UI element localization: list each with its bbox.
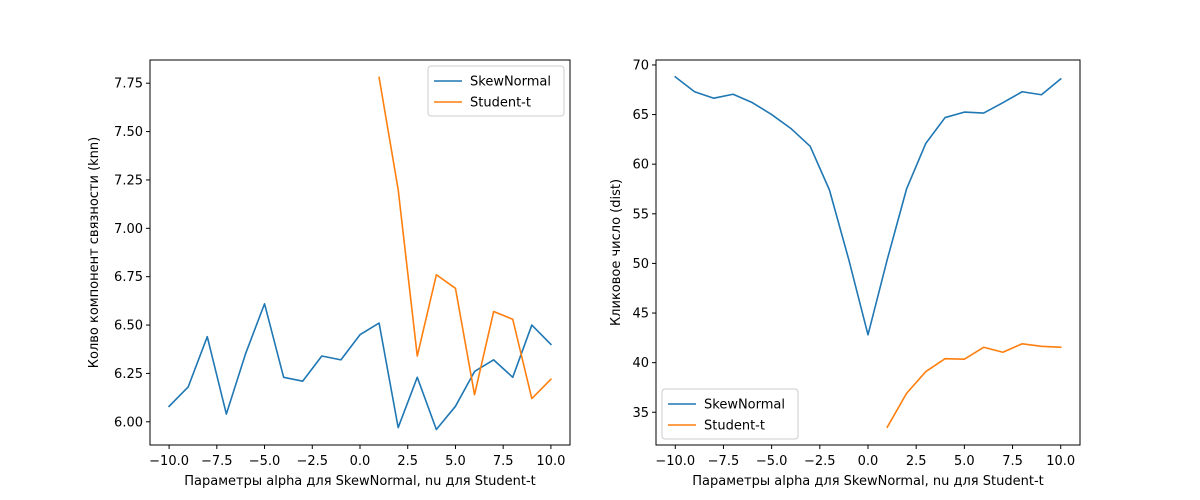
y-axis-ticks: 6.00 6.25 6.50 6.75 7.00 7.25 7.50 7.75 — [114, 77, 150, 430]
x-axis-ticks: −10.0 −7.5 −5.0 −2.5 0.0 2.5 5.0 7.5 10.0 — [655, 445, 1075, 469]
y-axis-label: Колво компонент связности (knn) — [87, 137, 102, 368]
x-tick-label: −2.5 — [296, 454, 328, 469]
y-tick-label: 60 — [632, 158, 649, 173]
x-tick-label: 2.5 — [397, 454, 418, 469]
x-axis-ticks: −10.0 −7.5 −5.0 −2.5 0.0 2.5 5.0 7.5 10.0 — [149, 445, 565, 469]
x-tick-label: −10.0 — [149, 454, 189, 469]
x-axis-label: Параметры alpha для SkewNormal, nu для S… — [692, 474, 1043, 489]
y-tick-label: 7.00 — [114, 222, 143, 237]
x-tick-label: −2.5 — [804, 454, 836, 469]
y-axis-label: Кликовое число (dist) — [609, 179, 624, 326]
y-tick-label: 35 — [632, 406, 649, 421]
y-tick-label: 7.75 — [114, 77, 143, 92]
legend-box — [661, 388, 799, 440]
chart-knn-components: −10.0 −7.5 −5.0 −2.5 0.0 2.5 5.0 7.5 10.0 6.006.… — [87, 59, 571, 489]
y-axis-ticks: 35 40 45 50 55 60 65 70 — [632, 58, 656, 421]
y-tick-label: 6.50 — [114, 319, 143, 334]
y-tick-label: 40 — [632, 356, 649, 371]
x-tick-label: 0.0 — [858, 454, 879, 469]
y-tick-label: 50 — [632, 257, 649, 272]
y-tick-label: 65 — [632, 108, 649, 123]
x-axis-label: Параметры alpha для SkewNormal, nu для S… — [184, 474, 535, 489]
legend: SkewNormal Student-t — [661, 388, 799, 440]
x-tick-label: 2.5 — [906, 454, 927, 469]
x-tick-label: 10.0 — [536, 454, 565, 469]
y-tick-label: 70 — [632, 58, 649, 73]
legend-label-skewnormal: SkewNormal — [470, 75, 551, 90]
x-tick-label: 7.5 — [1002, 454, 1023, 469]
x-tick-label: 10.0 — [1046, 454, 1075, 469]
series-line-student-t — [378, 76, 553, 400]
legend-label-skewnormal: SkewNormal — [704, 398, 785, 413]
plot-frame — [655, 59, 1081, 446]
x-tick-label: 7.5 — [493, 454, 514, 469]
x-tick-label: −7.5 — [201, 454, 233, 469]
y-tick-label: 6.75 — [114, 270, 143, 285]
y-tick-label: 6.25 — [114, 367, 143, 382]
legend: SkewNormal Student-t — [427, 65, 565, 117]
y-tick-label: 7.25 — [114, 173, 143, 188]
legend-label-student-t: Student-t — [470, 96, 531, 111]
series-line-skewnormal — [674, 75, 1062, 336]
x-tick-label: −5.0 — [249, 454, 281, 469]
y-tick-label: 45 — [632, 307, 649, 322]
series-line-student-t — [886, 342, 1062, 429]
series-layer — [674, 75, 1062, 429]
y-tick-label: 7.50 — [114, 125, 143, 140]
plot-frame — [149, 59, 571, 446]
y-tick-label: 6.00 — [114, 415, 143, 430]
x-tick-label: −5.0 — [756, 454, 788, 469]
x-tick-label: 5.0 — [954, 454, 975, 469]
x-tick-label: 5.0 — [445, 454, 466, 469]
series-line-skewnormal — [167, 302, 553, 431]
x-tick-label: −10.0 — [655, 454, 695, 469]
y-tick-label: 55 — [632, 207, 649, 222]
legend-label-student-t: Student-t — [704, 419, 765, 434]
x-tick-label: −7.5 — [708, 454, 740, 469]
x-tick-label: 0.0 — [350, 454, 371, 469]
chart-clique-number: −10.0 −7.5 −5.0 −2.5 0.0 2.5 5.0 7.5 10.0 35 40 45… — [609, 58, 1081, 489]
legend-box — [427, 65, 565, 117]
series-layer — [167, 76, 553, 431]
